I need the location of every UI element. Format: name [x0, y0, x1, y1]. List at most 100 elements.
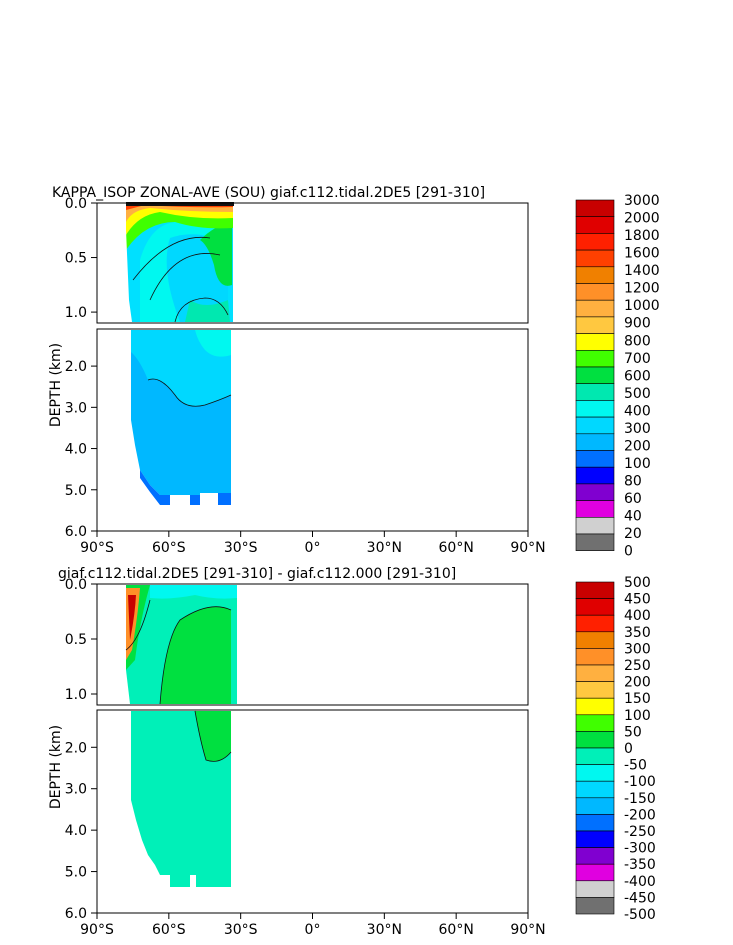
colorbar-swatch [575, 349, 615, 368]
colorbar-label: 900 [624, 316, 651, 332]
colorbar-label: -150 [624, 791, 656, 807]
y-tick-label: 4.0 [65, 823, 87, 839]
colorbar-swatch [575, 500, 615, 518]
colorbar-label: 500 [624, 575, 651, 591]
colorbar-swatch [575, 383, 615, 401]
land-mask-upper [126, 230, 132, 322]
x-tick-label: 90°S [80, 540, 114, 556]
colorbar-swatch [575, 880, 615, 898]
x-tick-label: 30°N [367, 540, 402, 556]
panel2-x-ticks: 90°S 60°S 30°S 0° 30°N 60°N 90°N [80, 913, 546, 938]
region-100-200 [140, 470, 170, 505]
x-tick-label: 90°N [510, 540, 545, 556]
colorbar-swatch [575, 450, 615, 468]
y-tick-label: 0.0 [65, 196, 87, 212]
panel2-upper-frame [96, 583, 529, 706]
colorbar-label: 1800 [624, 228, 660, 244]
region-1000-1200 [126, 204, 233, 222]
colorbar-swatch [575, 581, 615, 599]
panel2-colorbar: 500450400350300250200150100500-50-100-15… [575, 575, 656, 923]
panel2-upper-field [125, 585, 237, 705]
colorbar-label: 400 [624, 608, 651, 624]
y-tick-label: 6.0 [65, 906, 87, 922]
colorbar-label: -350 [624, 857, 656, 873]
colorbar-swatch [575, 516, 615, 535]
x-tick-label: 30°S [224, 922, 258, 938]
colorbar-swatch [575, 283, 615, 301]
colorbar-label: 200 [624, 675, 651, 691]
colorbar-label: 2000 [624, 211, 660, 227]
colorbar-swatch [575, 830, 615, 848]
region-500-600 [185, 300, 230, 322]
y-tick-label: 5.0 [65, 865, 87, 881]
panel2-lower-field [131, 710, 232, 887]
panel1-title: KAPPA_ISOP ZONAL-AVE (SOU) giaf.c112.tid… [52, 185, 485, 201]
x-tick-label: 60°S [152, 922, 186, 938]
panel1-upper-frame [96, 202, 529, 324]
region-surface-neg [150, 585, 237, 599]
region-100-200-b [190, 493, 231, 505]
colorbar-swatch [575, 483, 615, 501]
colorbar-label: 40 [624, 509, 642, 525]
colorbar-label: 0 [624, 741, 633, 757]
colorbar-label: 3000 [624, 193, 660, 209]
colorbar-swatch [575, 533, 615, 552]
colorbar-label: 200 [624, 438, 651, 454]
colorbar-swatch [575, 664, 615, 682]
colorbar-label: 250 [624, 658, 651, 674]
y-tick-label: 1.0 [65, 305, 87, 321]
colorbar-label: -50 [624, 758, 647, 774]
colorbar-swatch [575, 366, 615, 385]
colorbar-swatch [575, 466, 615, 485]
colorbar-label: 350 [624, 625, 651, 641]
colorbar-swatch [575, 731, 615, 749]
colorbar-swatch [575, 697, 615, 716]
region-400-500-lower [195, 330, 231, 357]
panel1-x-ticks: 90°S 60°S 30°S 0° 30°N 60°N 90°N [80, 531, 546, 556]
colorbar-label: -300 [624, 841, 656, 857]
colorbar-label: 1400 [624, 263, 660, 279]
y-tick-label: 2.0 [65, 740, 87, 756]
region-800-900 [126, 204, 233, 235]
colorbar-label: 100 [624, 708, 651, 724]
panel2-y-ticks: 0.0 0.5 1.0 2.0 3.0 4.0 5.0 6.0 [65, 577, 97, 922]
colorbar-swatch [575, 681, 615, 699]
colorbar-label: 500 [624, 386, 651, 402]
panel1-ylabel: DEPTH (km) [48, 343, 64, 427]
colorbar-swatch [575, 216, 615, 234]
colorbar-label: 1000 [624, 298, 660, 314]
y-tick-label: 4.0 [65, 442, 87, 458]
x-tick-label: 0° [305, 540, 321, 556]
colorbar-swatch [575, 614, 615, 633]
colorbar-label: 800 [624, 333, 651, 349]
y-tick-label: 2.0 [65, 359, 87, 375]
colorbar-swatch [575, 199, 615, 218]
colorbar-label: -500 [624, 907, 656, 923]
x-tick-label: 90°N [510, 922, 545, 938]
colorbar-swatch [575, 400, 615, 418]
colorbar-swatch [575, 433, 615, 451]
colorbar-label: -450 [624, 890, 656, 906]
colorbar-label: -400 [624, 874, 656, 890]
x-tick-label: 60°S [152, 540, 186, 556]
region-0-50-lower [195, 711, 231, 762]
colorbar-label: 100 [624, 456, 651, 472]
colorbar-swatch [575, 714, 615, 732]
panel-difference: giaf.c112.tidal.2DE5 [291-310] - giaf.c1… [48, 566, 656, 938]
y-tick-label: 1.0 [65, 687, 87, 703]
panel1-lower-field [131, 330, 232, 505]
colorbar-swatch [575, 266, 615, 284]
colorbar-label: 60 [624, 491, 642, 507]
colorbar-swatch [575, 764, 615, 782]
colorbar-swatch [575, 249, 615, 268]
colorbar-label: 150 [624, 691, 651, 707]
colorbar-label: 20 [624, 526, 642, 542]
x-tick-label: 0° [305, 922, 321, 938]
y-tick-label: 0.5 [65, 251, 87, 267]
x-tick-label: 30°N [367, 922, 402, 938]
x-tick-label: 60°N [439, 540, 474, 556]
colorbar-swatch [575, 897, 615, 915]
y-tick-label: 3.0 [65, 782, 87, 798]
colorbar-swatch [575, 631, 615, 649]
y-tick-label: 0.5 [65, 632, 87, 648]
